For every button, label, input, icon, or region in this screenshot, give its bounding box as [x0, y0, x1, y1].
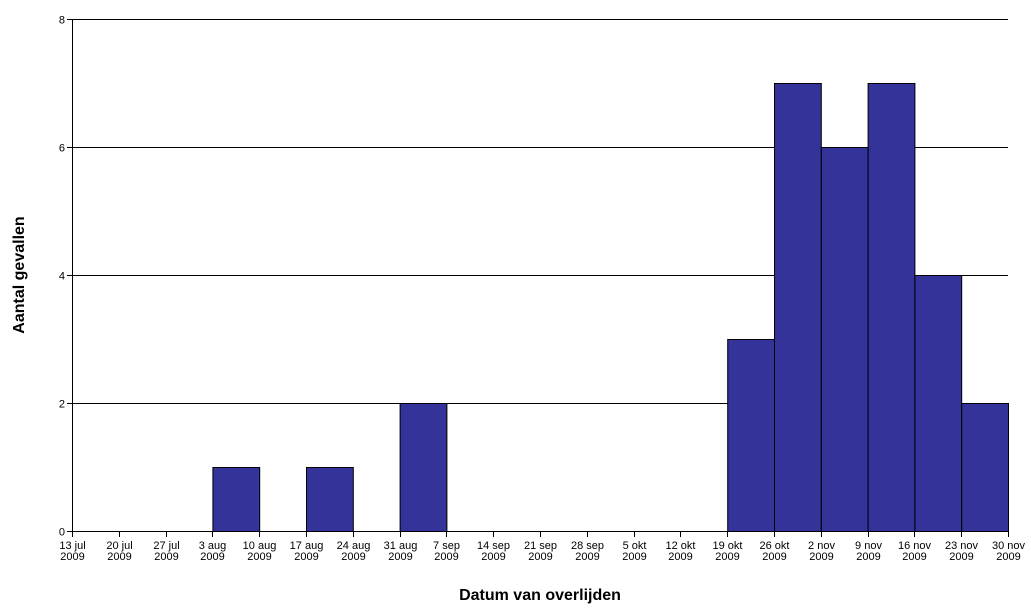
- histogram-bar: [399, 403, 448, 532]
- x-tick-label-line: 17 aug: [290, 540, 324, 552]
- x-tick-label-line: 2009: [528, 551, 552, 563]
- x-axis-title: Datum van overlijden: [459, 587, 621, 604]
- x-tick-label-line: 26 okt: [760, 540, 790, 552]
- x-tick-label-line: 2009: [481, 551, 505, 563]
- histogram-bar: [867, 83, 916, 532]
- x-tick-label-line: 12 okt: [666, 540, 696, 552]
- x-tick-label-line: 2009: [294, 551, 318, 563]
- axes: [67, 19, 1009, 537]
- x-tick-label-line: 28 sep: [571, 540, 604, 552]
- x-tick-label-line: 2009: [154, 551, 178, 563]
- x-tick-label-line: 2009: [949, 551, 973, 563]
- x-tick-label-line: 2009: [715, 551, 739, 563]
- histogram-bar: [727, 339, 776, 532]
- x-tick-label-line: 14 sep: [477, 540, 510, 552]
- bars: [212, 83, 1010, 532]
- x-tick-label-line: 2009: [388, 551, 412, 563]
- x-tick-label-line: 30 nov: [992, 540, 1026, 552]
- x-tick-label: 17 aug 2009: [290, 540, 324, 563]
- x-tick-label-line: 27 jul: [153, 540, 179, 552]
- x-tick-label-line: 19 okt: [713, 540, 743, 552]
- x-tick-label: 20 jul 2009: [106, 540, 132, 563]
- x-tick-label: 14 sep 2009: [477, 540, 510, 563]
- x-tick-label-line: 2009: [996, 551, 1020, 563]
- y-tick-label: 6: [59, 143, 65, 155]
- x-tick-label-line: 2009: [107, 551, 131, 563]
- y-axis-title: Aantal gevallen: [11, 216, 28, 333]
- histogram-bar: [820, 147, 869, 532]
- x-tick-label: 24 aug 2009: [337, 540, 371, 563]
- y-tick-label: 0: [59, 527, 65, 539]
- x-tick-label-line: 2009: [902, 551, 926, 563]
- x-tick-label-line: 2009: [200, 551, 224, 563]
- x-tick-label: 2 nov 2009: [808, 540, 835, 563]
- x-tick-label-line: 9 nov: [855, 540, 882, 552]
- x-tick-label: 19 okt 2009: [713, 540, 743, 563]
- x-tick-label-line: 2009: [622, 551, 646, 563]
- histogram-bar: [212, 467, 261, 532]
- x-tick-label: 5 okt 2009: [622, 540, 646, 563]
- x-tick-label: 10 aug 2009: [243, 540, 277, 563]
- x-tick-label-line: 2009: [856, 551, 880, 563]
- x-tick-label: 31 aug 2009: [384, 540, 418, 563]
- x-tick-label-line: 2009: [434, 551, 458, 563]
- histogram-bar: [914, 275, 963, 532]
- x-tick-label-line: 2009: [762, 551, 786, 563]
- x-tick-label-line: 7 sep: [433, 540, 460, 552]
- histogram-bar: [774, 83, 822, 532]
- x-tick-label-line: 2 nov: [808, 540, 835, 552]
- y-tick-label: 8: [59, 15, 65, 27]
- histogram-bar: [306, 467, 354, 532]
- x-tick-label: 9 nov 2009: [855, 540, 882, 563]
- x-tick-label-line: 2009: [341, 551, 365, 563]
- x-tick-label: 26 okt 2009: [760, 540, 790, 563]
- x-tick-label-line: 13 jul: [59, 540, 85, 552]
- y-tick-label: 4: [59, 271, 65, 283]
- x-tick-label-line: 2009: [575, 551, 599, 563]
- x-tick-label-line: 2009: [809, 551, 833, 563]
- x-tick-label-line: 10 aug: [243, 540, 277, 552]
- y-tick-label: 2: [59, 399, 65, 411]
- x-tick-label-line: 2009: [668, 551, 692, 563]
- x-tick-label-line: 23 nov: [945, 540, 979, 552]
- y-tick-labels: 0 2 4 6 8: [59, 15, 65, 539]
- x-tick-label-line: 2009: [60, 551, 84, 563]
- x-tick-label-line: 5 okt: [623, 540, 647, 552]
- x-tick-label: 16 nov 2009: [898, 540, 932, 563]
- x-tick-label: 28 sep 2009: [571, 540, 604, 563]
- x-tick-label-line: 2009: [247, 551, 271, 563]
- x-tick-label: 30 nov 2009: [992, 540, 1026, 563]
- x-tick-label: 12 okt 2009: [666, 540, 696, 563]
- x-tick-label-line: 20 jul: [106, 540, 132, 552]
- x-tick-label: 13 jul 2009: [59, 540, 85, 563]
- x-tick-label: 27 jul 2009: [153, 540, 179, 563]
- x-tick-label-line: 16 nov: [898, 540, 932, 552]
- x-tick-label: 7 sep 2009: [433, 540, 460, 563]
- x-tick-label: 3 aug 2009: [199, 540, 227, 563]
- x-tick-label: 23 nov 2009: [945, 540, 979, 563]
- x-tick-label-line: 31 aug: [384, 540, 418, 552]
- x-tick-label: 21 sep 2009: [524, 540, 557, 563]
- x-tick-label-line: 3 aug: [199, 540, 227, 552]
- x-tick-label-line: 21 sep: [524, 540, 557, 552]
- x-tick-label-line: 24 aug: [337, 540, 371, 552]
- histogram-bar: [961, 403, 1010, 532]
